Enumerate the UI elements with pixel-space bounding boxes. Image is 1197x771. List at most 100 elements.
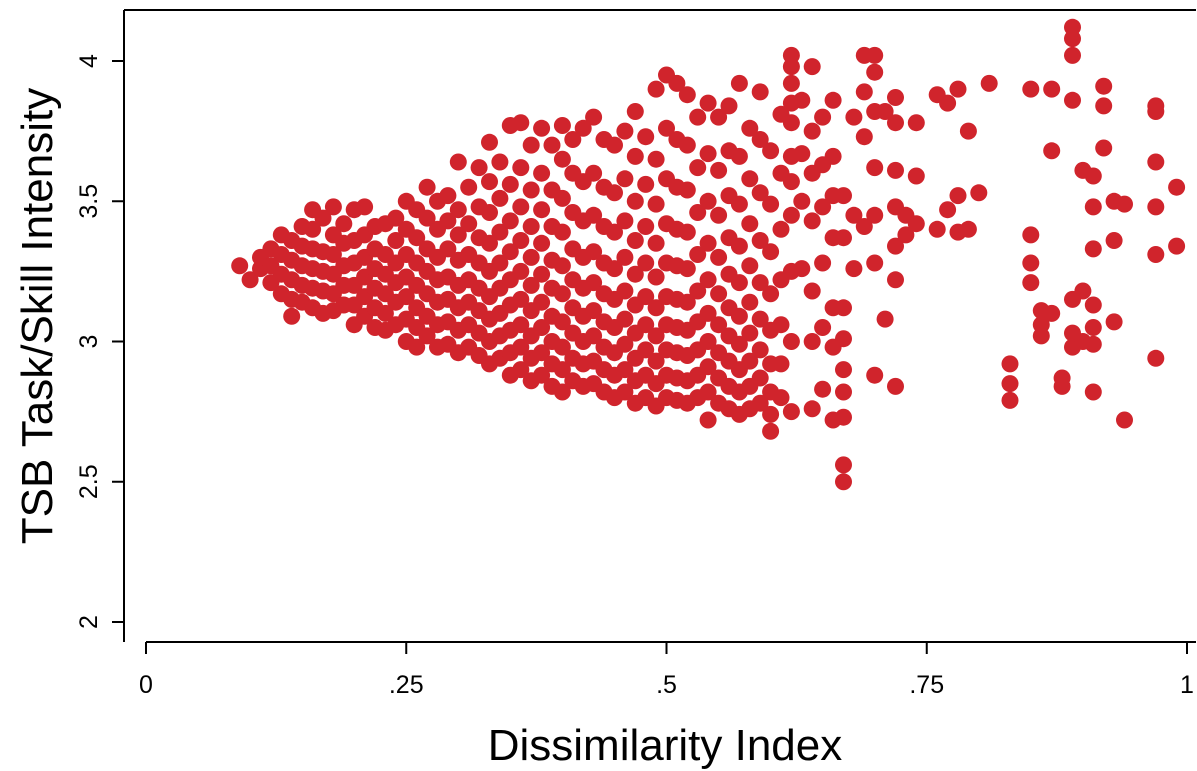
scatter-point: [501, 212, 519, 230]
scatter-point: [678, 181, 696, 199]
scatter-point: [699, 192, 717, 210]
scatter-point: [730, 335, 748, 353]
scatter-point: [710, 161, 728, 179]
scatter-point: [491, 189, 509, 207]
scatter-point: [793, 91, 811, 109]
scatter-point: [449, 201, 467, 219]
scatter-point: [803, 58, 821, 76]
scatter-point: [699, 358, 717, 376]
x-tick-label: .5: [656, 671, 677, 699]
scatter-point: [626, 232, 644, 249]
scatter-point: [637, 218, 655, 235]
scatter-point: [782, 333, 800, 350]
scatter-point: [803, 122, 821, 140]
scatter-point: [533, 366, 551, 384]
scatter-point: [1022, 274, 1040, 292]
scatter-point: [866, 46, 884, 64]
scatter-point: [335, 215, 353, 233]
scatter-point: [803, 333, 821, 350]
scatter-point: [887, 237, 904, 255]
scatter-point: [689, 246, 707, 263]
scatter-point: [616, 122, 634, 140]
scatter-point: [533, 344, 551, 362]
scatter-point: [699, 304, 717, 322]
scatter-point: [689, 204, 707, 221]
scatter-point: [730, 274, 748, 292]
scatter-point: [772, 316, 790, 334]
scatter-point: [1147, 153, 1165, 171]
scatter-point: [876, 103, 894, 120]
scatter-point: [449, 153, 467, 171]
scatter-point: [637, 288, 655, 306]
x-tick-label: .75: [909, 671, 944, 699]
scatter-point: [678, 86, 696, 104]
scatter-point: [887, 161, 904, 179]
scatter-point: [887, 89, 904, 106]
scatter-point: [241, 271, 259, 289]
scatter-point: [959, 220, 977, 238]
scatter-point: [741, 215, 759, 233]
scatter-point: [439, 187, 457, 205]
scatter-point: [949, 80, 967, 98]
scatter-point: [762, 405, 780, 423]
scatter-point: [491, 223, 509, 241]
scatter-point: [814, 380, 832, 398]
scatter-point: [835, 456, 852, 474]
scatter-point: [1032, 316, 1050, 334]
scatter-point: [585, 206, 603, 224]
scatter-point: [585, 302, 603, 320]
scatter-point: [304, 220, 322, 238]
scatter-point: [512, 262, 530, 280]
scatter-point: [1084, 319, 1102, 336]
scatter-point: [772, 389, 790, 407]
scatter-point: [408, 338, 426, 356]
scatter-point: [1168, 178, 1186, 196]
scatter-point: [616, 248, 634, 266]
scatter-point: [564, 131, 582, 148]
scatter-point: [689, 108, 707, 126]
x-axis-title: Dissimilarity Index: [488, 721, 843, 770]
scatter-point: [699, 94, 717, 112]
scatter-point: [408, 229, 426, 247]
scatter-point: [835, 187, 852, 205]
scatter-point: [855, 218, 873, 235]
scatter-point: [866, 63, 884, 81]
scatter-point: [1074, 282, 1092, 300]
scatter-point: [1168, 237, 1186, 255]
scatter-point: [616, 212, 634, 230]
scatter-point: [1064, 46, 1081, 64]
scatter-point: [782, 173, 800, 191]
scatter-point: [439, 240, 457, 258]
scatter-point: [730, 307, 748, 325]
scatter-point: [1022, 226, 1040, 244]
scatter-point: [803, 282, 821, 300]
scatter-point: [626, 103, 644, 120]
scatter-point: [772, 355, 790, 373]
scatter-point: [762, 243, 780, 261]
scatter-point: [762, 422, 780, 440]
x-tick-label: 1: [1180, 671, 1194, 699]
scatter-point: [1095, 97, 1113, 115]
scatter-point: [866, 159, 884, 177]
scatter-point: [512, 290, 530, 308]
scatter-point: [887, 114, 904, 132]
scatter-point: [835, 299, 852, 317]
scatter-point: [793, 145, 811, 163]
scatter-point: [980, 74, 998, 92]
scatter-point: [439, 212, 457, 230]
scatter-point: [835, 473, 852, 491]
scatter-point: [1084, 198, 1102, 216]
scatter-point: [647, 268, 665, 286]
scatter-point: [606, 184, 623, 202]
scatter-point: [1043, 142, 1061, 160]
scatter-point: [637, 175, 655, 193]
scatter-point: [845, 206, 863, 224]
scatter-point: [533, 164, 551, 182]
x-axis: 0 .25 .5 .75 1: [139, 641, 1196, 699]
scatter-point: [762, 142, 780, 160]
scatter-point: [855, 83, 873, 101]
scatter-point: [814, 198, 832, 216]
scatter-point: [751, 369, 769, 387]
scatter-point: [1147, 349, 1165, 367]
